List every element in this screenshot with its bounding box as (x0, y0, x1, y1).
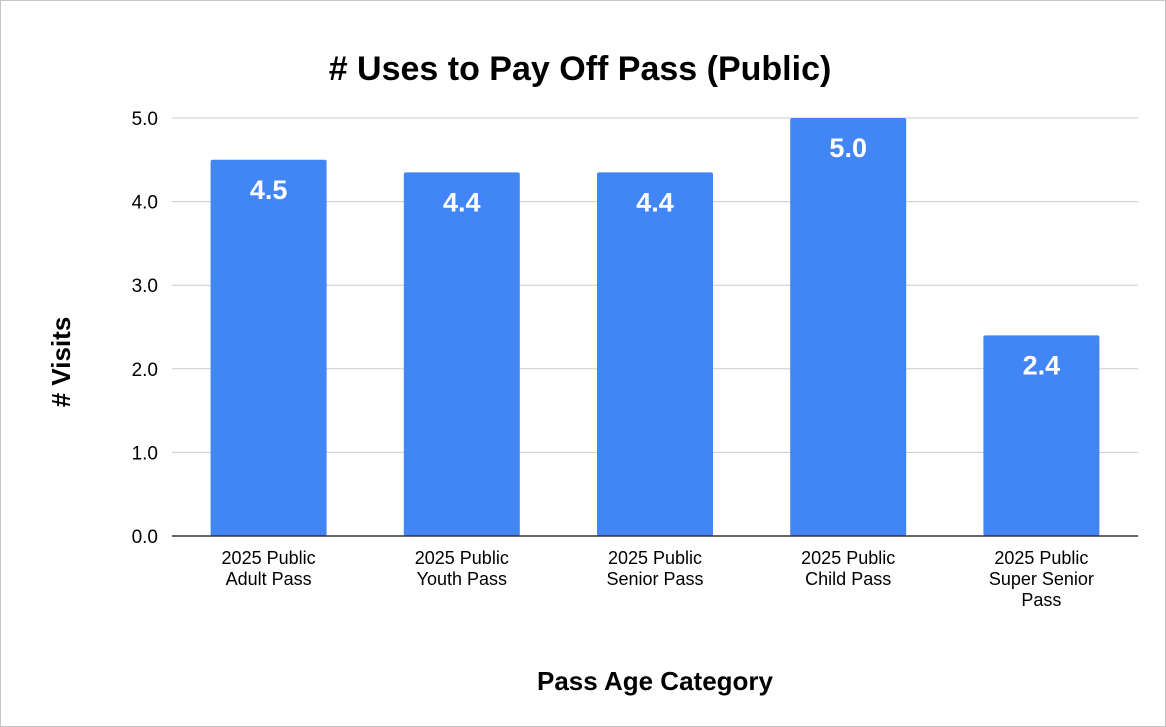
y-axis-title: # Visits (46, 317, 76, 408)
y-axis-ticks: 0.0 1.0 2.0 3.0 4.0 5.0 (132, 109, 158, 548)
bar (403, 172, 520, 536)
x-category-label: 2025 Public Super Senior Pass (989, 548, 1094, 610)
y-tick-label: 4.0 (132, 193, 158, 214)
bar (790, 118, 907, 536)
data-label: 5.0 (829, 133, 867, 163)
x-category-label: 2025 Public Senior Pass (606, 548, 703, 589)
bar (597, 172, 713, 536)
data-label: 2.4 (1023, 350, 1061, 380)
y-tick-label: 3.0 (132, 276, 158, 297)
data-label: 4.5 (250, 175, 288, 205)
x-axis-title: Pass Age Category (537, 666, 774, 696)
x-category-label: 2025 Public Adult Pass (222, 548, 316, 589)
y-tick-label: 5.0 (132, 109, 158, 130)
data-label: 4.4 (636, 187, 674, 217)
bar (210, 159, 327, 537)
x-category-label: 2025 Public Child Pass (801, 548, 895, 589)
data-labels: 4.5 4.4 4.4 5.0 2.4 (250, 133, 1060, 380)
y-tick-label: 0.0 (132, 527, 158, 548)
x-axis-categories: 2025 Public Adult Pass 2025 Public Youth Pa… (222, 548, 1094, 610)
y-tick-label: 1.0 (132, 443, 158, 464)
y-tick-label: 2.0 (132, 360, 158, 381)
bar (983, 335, 1100, 536)
chart-title: # Uses to Pay Off Pass (Public) (329, 50, 832, 88)
data-label: 4.4 (443, 187, 481, 217)
x-category-label: 2025 Public Youth Pass (415, 548, 509, 589)
bars (210, 118, 1100, 537)
